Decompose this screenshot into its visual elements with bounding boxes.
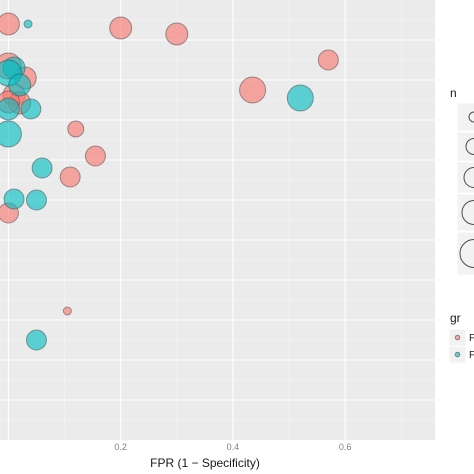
color-legend-label: F — [469, 333, 474, 344]
size-legend-circle — [465, 138, 474, 155]
size-legend-circle — [463, 167, 474, 188]
x-tick-label: 0.2 — [114, 442, 127, 452]
data-point — [165, 22, 189, 46]
data-point — [0, 120, 22, 148]
data-point — [239, 76, 267, 104]
color-legend-swatch — [454, 334, 461, 341]
data-point — [84, 145, 106, 167]
data-point — [25, 329, 47, 351]
x-tick-labels: 0.2 0.4 0.6 — [114, 442, 351, 452]
color-legend-label: F — [469, 350, 474, 361]
data-point — [0, 12, 20, 36]
size-legend-keys — [456, 102, 474, 276]
data-point — [317, 49, 339, 71]
data-point — [109, 16, 133, 40]
size-legend-circle — [461, 200, 474, 225]
size-legend-key — [456, 231, 474, 276]
size-legend-circle — [468, 111, 474, 123]
size-legend-key — [456, 193, 474, 232]
data-point — [0, 97, 20, 121]
color-legend-keys: FF — [448, 328, 474, 364]
x-tick-label: 0.6 — [339, 442, 352, 452]
data-point — [23, 19, 33, 29]
data-point — [8, 73, 32, 97]
data-point — [20, 98, 42, 120]
data-point — [59, 166, 81, 188]
data-point — [286, 84, 314, 112]
x-axis-title: FPR (1 − Specificity) — [150, 456, 260, 470]
size-legend-circle — [459, 239, 474, 268]
x-tick-label: 0.4 — [227, 442, 240, 452]
data-points — [0, 12, 339, 351]
data-point — [62, 306, 72, 316]
data-point — [3, 188, 25, 210]
size-legend-key — [456, 161, 474, 194]
size-legend-key — [456, 102, 474, 132]
data-point — [67, 120, 85, 138]
data-point — [31, 157, 53, 179]
legend: n gr FF — [448, 86, 474, 364]
color-legend-title: gr — [450, 311, 461, 325]
data-point — [25, 189, 47, 211]
size-legend-title: n — [450, 86, 457, 100]
color-legend-swatch — [454, 351, 461, 358]
